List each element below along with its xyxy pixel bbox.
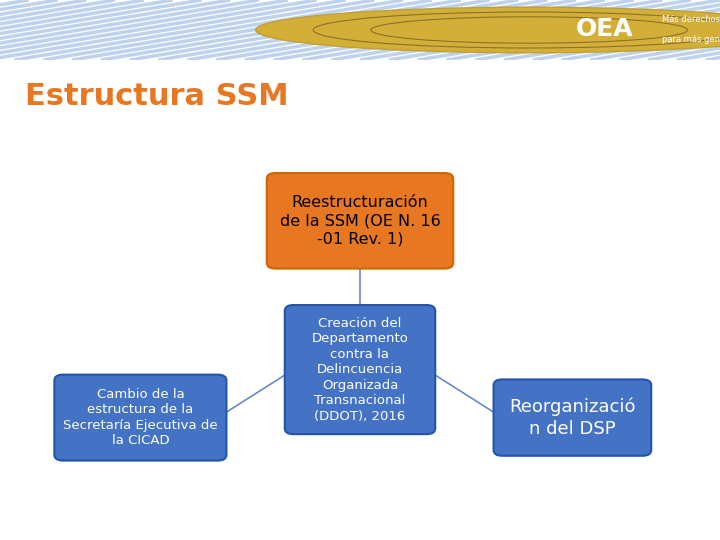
FancyBboxPatch shape bbox=[266, 173, 454, 268]
Text: Cambio de la
estructura de la
Secretaría Ejecutiva de
la CICAD: Cambio de la estructura de la Secretaría… bbox=[63, 388, 217, 447]
Text: Reestructuración
de la SSM (OE N. 16
-01 Rev. 1): Reestructuración de la SSM (OE N. 16 -01… bbox=[279, 195, 441, 246]
Text: para más gente: para más gente bbox=[662, 35, 720, 44]
FancyBboxPatch shape bbox=[494, 380, 652, 456]
FancyBboxPatch shape bbox=[55, 375, 226, 461]
Text: Estructura SSM: Estructura SSM bbox=[25, 82, 289, 111]
Circle shape bbox=[256, 7, 720, 53]
FancyBboxPatch shape bbox=[285, 305, 435, 434]
Text: Reorganizació
n del DSP: Reorganizació n del DSP bbox=[509, 397, 636, 437]
Text: Más derechos: Más derechos bbox=[662, 15, 720, 24]
Text: OEA: OEA bbox=[576, 17, 634, 41]
Text: Creación del
Departamento
contra la
Delincuencia
Organizada
Transnacional
(DDOT): Creación del Departamento contra la Deli… bbox=[312, 316, 408, 423]
